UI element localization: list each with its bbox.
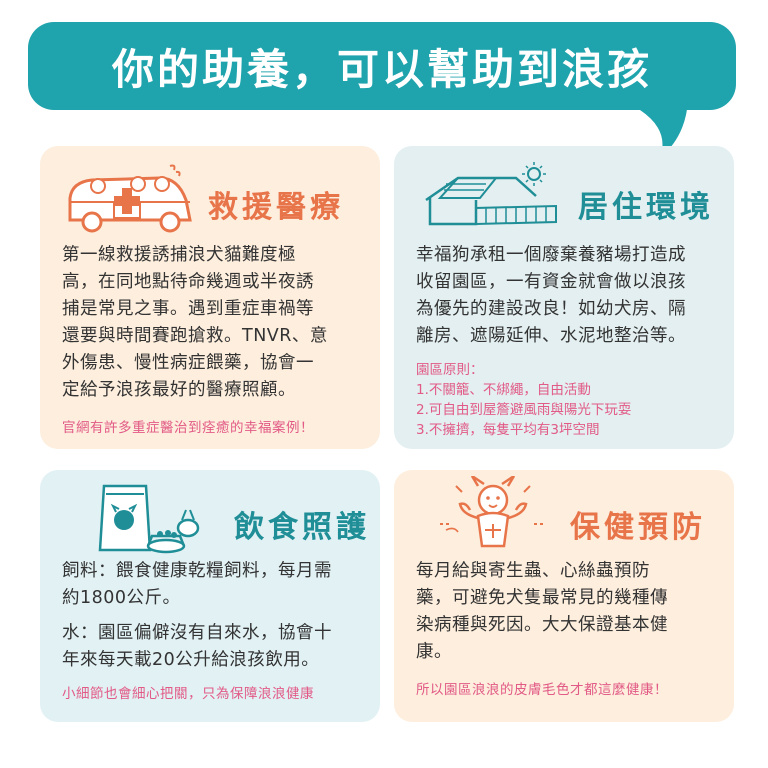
health-card: 保健預防 每月給與寄生蟲、心絲蟲預防 藥，可避免犬隻最常見的幾種傳 染病種與死因… (394, 470, 734, 722)
park-rules: 園區原則： 1.不關籠、不綁繩，自由活動 2.可自由到屋簷避風雨與陽光下玩耍 3… (416, 360, 712, 440)
food-heading: 飲食照護 (234, 510, 370, 545)
body-line: 藥，可避免犬隻最常見的幾種傳 (416, 588, 668, 608)
body-line: 離房、遮陽延伸、水泥地整治等。 (416, 326, 686, 346)
health-body: 每月給與寄生蟲、心絲蟲預防 藥，可避免犬隻最常見的幾種傳 染病種與死因。大大保證… (416, 558, 712, 666)
rescue-heading: 救援醫療 (208, 190, 344, 225)
food-card: 飲食照護 飼料：餵食健康乾糧飼料，每月需 約1800公斤。 水：園區偏僻沒有自來… (40, 470, 380, 722)
rescue-note: 官網有許多重症醫治到痊癒的幸福案例！ (62, 420, 314, 436)
farm-shelter-icon (425, 162, 557, 226)
food-body: 飼料：餵食健康乾糧飼料，每月需 約1800公斤。 水：園區偏僻沒有自來水，協會十… (62, 558, 358, 674)
body-line: 飼料：餵食健康乾糧飼料，每月需 (62, 561, 332, 581)
body-line: 外傷患、慢性病症餵藥，協會一 (62, 353, 314, 373)
strong-dog-icon (440, 476, 546, 548)
body-line: 水：園區偏僻沒有自來水，協會十 (62, 623, 332, 643)
body-line: 第一線救援誘捕浪犬貓難度極 (62, 245, 296, 265)
van-with-cross-and-animals-icon (68, 164, 192, 233)
rescue-card: 救援醫療 第一線救援誘捕浪犬貓難度極 高，在同地點待命幾週或半夜誘 捕是常見之事… (40, 146, 380, 449)
health-note: 所以園區浪浪的皮膚毛色才都這麼健康！ (416, 682, 668, 698)
title-banner: 你的助養，可以幫助到浪孩 (28, 22, 736, 110)
body-line: 染病種與死因。大大保證基本健 (416, 615, 668, 635)
body-line: 還要與時間賽跑搶救。TNVR、意 (62, 326, 328, 346)
body-line: 康。 (416, 642, 452, 662)
body-line: 每月給與寄生蟲、心絲蟲預防 (416, 561, 650, 581)
housing-card: 居住環境 幸福狗承租一個廢棄養豬場打造成 收留園區，一有資金就會做以浪孩 為優先… (394, 146, 734, 449)
body-line: 約1800公斤。 (62, 588, 181, 608)
body-line: 幸福狗承租一個廢棄養豬場打造成 (416, 245, 686, 265)
body-line: 定給予浪孩最好的醫療照顧。 (62, 380, 296, 400)
rescue-body: 第一線救援誘捕浪犬貓難度極 高，在同地點待命幾週或半夜誘 捕是常見之事。遇到重症… (62, 242, 358, 404)
speech-bubble-tail (640, 100, 688, 158)
rule-item: 1.不關籠、不綁繩，自由活動 (416, 382, 591, 398)
body-line: 年來每天載20公升給浪孩飲用。 (62, 650, 320, 670)
housing-heading: 居住環境 (578, 190, 714, 225)
rule-item: 2.可自由到屋簷避風雨與陽光下玩耍 (416, 402, 632, 418)
food-bag-and-bowls-icon (98, 484, 200, 554)
health-heading: 保健預防 (570, 510, 706, 545)
food-note: 小細節也會細心把關，只為保障浪浪健康 (62, 686, 314, 702)
body-line: 收留園區，一有資金就會做以浪孩 (416, 272, 686, 292)
page-title: 你的助養，可以幫助到浪孩 (111, 44, 652, 94)
body-line: 捕是常見之事。遇到重症車禍等 (62, 299, 314, 319)
housing-body: 幸福狗承租一個廢棄養豬場打造成 收留園區，一有資金就會做以浪孩 為優先的建設改良… (416, 242, 712, 350)
body-line: 為優先的建設改良！如幼犬房、隔 (416, 299, 686, 319)
rules-title: 園區原則： (416, 362, 484, 378)
body-line: 高，在同地點待命幾週或半夜誘 (62, 272, 314, 292)
rule-item: 3.不擁擠，每隻平均有3坪空間 (416, 422, 600, 438)
